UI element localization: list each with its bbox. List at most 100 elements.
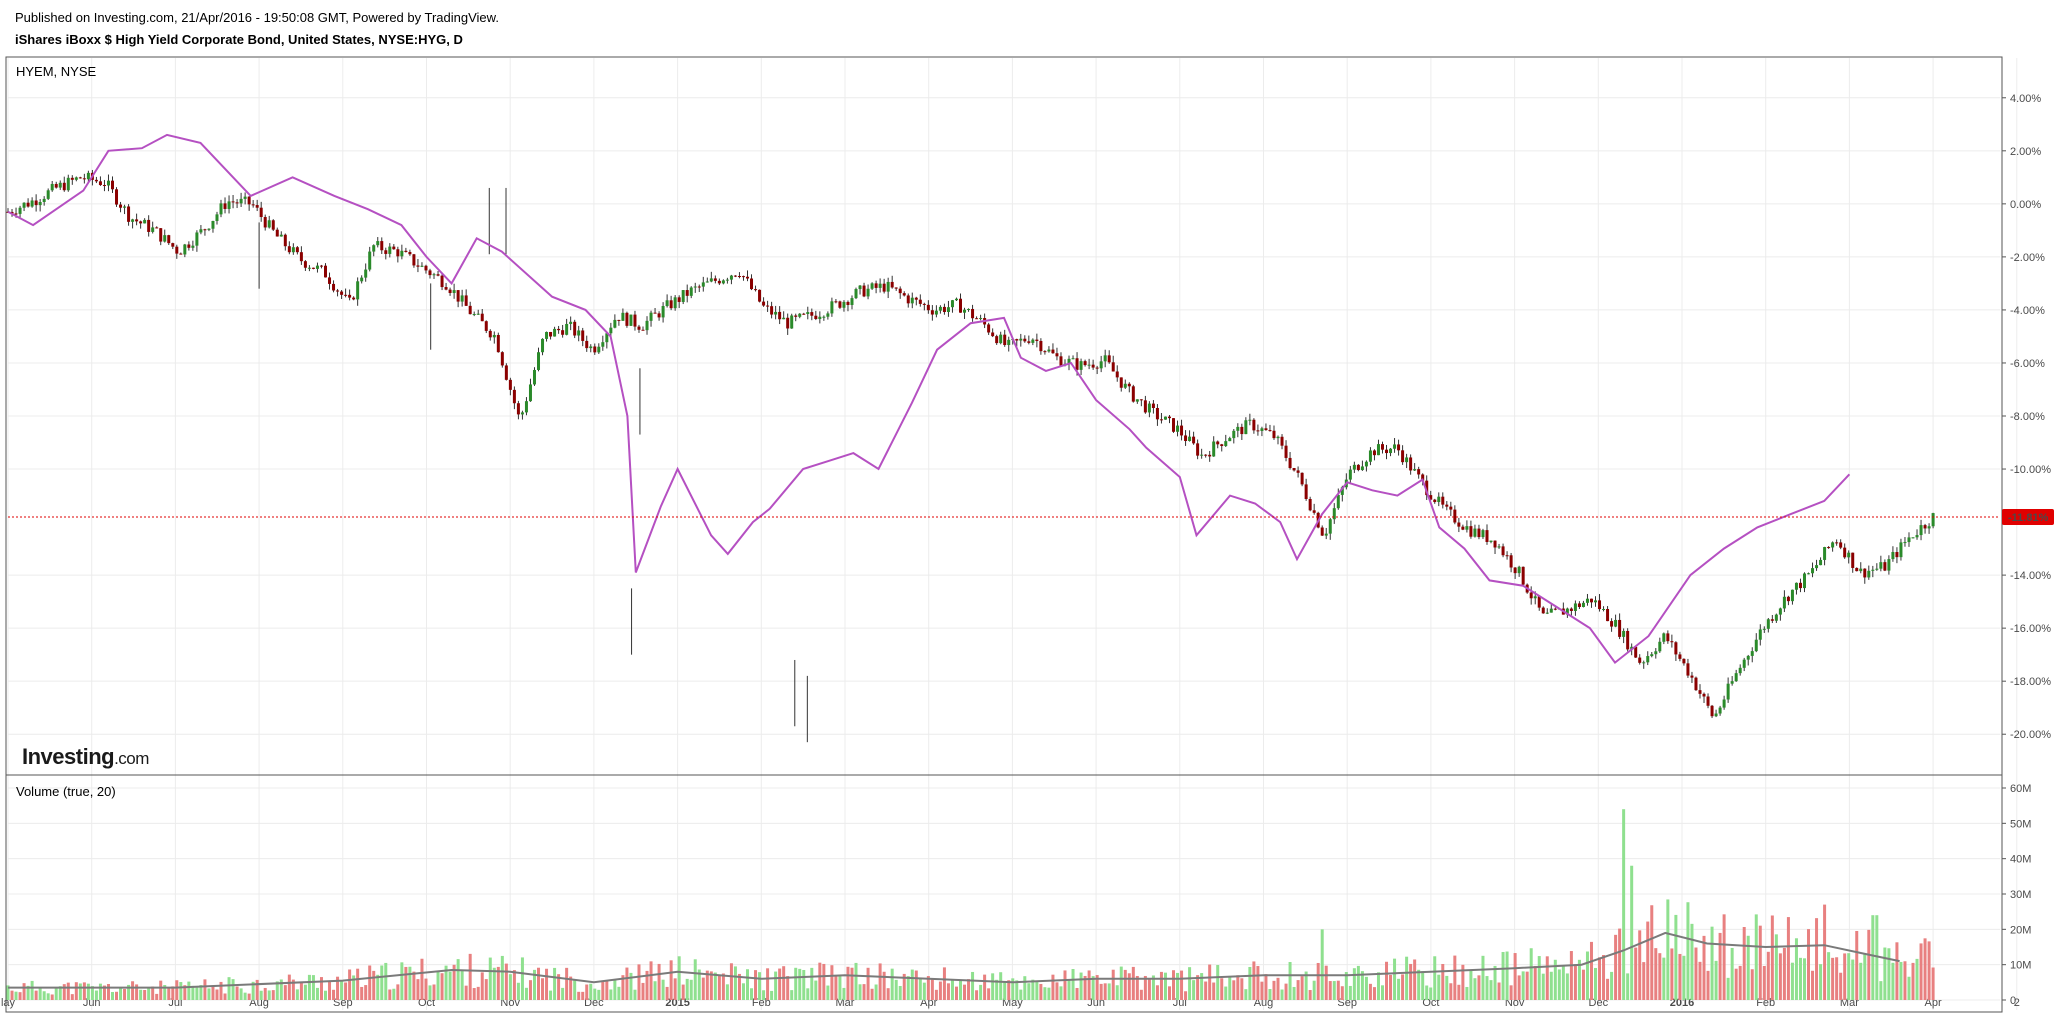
volume-bar bbox=[1075, 987, 1079, 1000]
volume-bar bbox=[942, 967, 946, 1000]
candle-body bbox=[950, 300, 954, 308]
candle-body bbox=[991, 332, 995, 337]
volume-bar bbox=[1288, 962, 1292, 1000]
candle-body bbox=[38, 201, 42, 206]
volume-bar bbox=[693, 959, 697, 1000]
candle-body bbox=[1031, 339, 1035, 343]
candle-body bbox=[1919, 525, 1923, 536]
candle-body bbox=[1618, 619, 1622, 637]
candle-body bbox=[541, 338, 545, 353]
volume-bar bbox=[1887, 948, 1891, 1000]
candle-body bbox=[1794, 582, 1798, 590]
volume-bar bbox=[1778, 953, 1782, 1000]
volume-bar bbox=[1417, 969, 1421, 1000]
volume-bar bbox=[1931, 967, 1935, 1000]
volume-bar bbox=[1413, 959, 1417, 1000]
volume-bar bbox=[1087, 970, 1091, 1000]
candle-body bbox=[34, 200, 38, 206]
candle-body bbox=[1545, 612, 1549, 614]
volume-bar bbox=[1545, 956, 1549, 1000]
candle-body bbox=[934, 310, 938, 315]
volume-bar bbox=[432, 984, 436, 1000]
volume-bar bbox=[1630, 865, 1634, 1000]
volume-bar bbox=[1421, 971, 1425, 1000]
candle-body bbox=[171, 243, 175, 247]
candle-body bbox=[388, 246, 392, 254]
candle-body bbox=[1553, 608, 1557, 610]
volume-bar bbox=[94, 990, 98, 1000]
volume-bar bbox=[1244, 989, 1248, 1000]
volume-bar bbox=[1807, 929, 1811, 1000]
candle-body bbox=[629, 314, 633, 326]
candle-body bbox=[324, 265, 328, 278]
volume-bar bbox=[569, 976, 573, 1000]
candle-body bbox=[1606, 608, 1610, 622]
candle-body bbox=[834, 301, 838, 303]
volume-bar bbox=[115, 991, 119, 1000]
candle-body bbox=[1746, 655, 1750, 660]
candle-body bbox=[878, 283, 882, 288]
volume-bar bbox=[1831, 957, 1835, 1000]
volume-bar bbox=[1718, 932, 1722, 1000]
volume-bar bbox=[625, 967, 629, 1000]
volume-bar bbox=[496, 966, 500, 1000]
volume-bar bbox=[102, 985, 106, 1000]
volume-bar bbox=[802, 969, 806, 1000]
volume-bar bbox=[814, 980, 818, 1000]
volume-bar bbox=[348, 969, 352, 1000]
volume-bar bbox=[822, 963, 826, 1000]
candle-body bbox=[1324, 533, 1328, 536]
price-tick-label: 4.00% bbox=[2010, 93, 2041, 105]
volume-bar bbox=[661, 979, 665, 1000]
volume-bar bbox=[259, 990, 263, 1000]
volume-bar bbox=[1228, 976, 1232, 1000]
volume-bar bbox=[1642, 962, 1646, 1000]
volume-bar bbox=[1513, 953, 1517, 1000]
volume-bar bbox=[1557, 969, 1561, 1000]
volume-bar bbox=[890, 968, 894, 1000]
volume-bar bbox=[1059, 986, 1063, 1000]
volume-bar bbox=[1063, 970, 1067, 1000]
candle-body bbox=[802, 313, 806, 315]
candle-body bbox=[1811, 568, 1815, 574]
time-tick-label: 2 bbox=[2014, 997, 2020, 1009]
candle-body bbox=[1111, 362, 1115, 372]
volume-bar bbox=[758, 972, 762, 1000]
candle-body bbox=[1075, 358, 1079, 370]
candle-body bbox=[1610, 621, 1614, 627]
volume-bar bbox=[66, 982, 70, 1000]
volume-bar bbox=[1493, 965, 1497, 1000]
volume-bar bbox=[476, 986, 480, 1000]
volume-bar bbox=[396, 984, 400, 1000]
candle-body bbox=[131, 219, 135, 222]
candle-body bbox=[1332, 508, 1336, 520]
volume-bar bbox=[1529, 948, 1533, 1000]
candle-body bbox=[30, 200, 34, 207]
volume-bar bbox=[657, 963, 661, 1000]
candle-body bbox=[428, 270, 432, 276]
volume-bar bbox=[436, 971, 440, 1000]
volume-bar bbox=[838, 974, 842, 1000]
volume-bar bbox=[806, 988, 810, 1000]
candle-body bbox=[235, 202, 239, 204]
candle-body bbox=[380, 241, 384, 251]
volume-bar bbox=[886, 988, 890, 1000]
candle-body bbox=[561, 330, 565, 335]
volume-bar bbox=[528, 980, 532, 1000]
volume-bar bbox=[376, 974, 380, 1000]
volume-bar bbox=[303, 984, 307, 1000]
volume-bar bbox=[456, 959, 460, 1000]
volume-bar bbox=[1055, 982, 1059, 1000]
volume-bar bbox=[1284, 983, 1288, 1000]
volume-bar bbox=[918, 978, 922, 1000]
candle-body bbox=[1634, 646, 1638, 658]
candle-body bbox=[1224, 441, 1228, 447]
candle-body bbox=[424, 265, 428, 271]
volume-bar bbox=[995, 979, 999, 1000]
hyem-candles bbox=[6, 169, 1935, 743]
candle-body bbox=[886, 281, 890, 292]
volume-bar bbox=[609, 989, 613, 1000]
candle-body bbox=[1433, 499, 1437, 503]
volume-bar bbox=[167, 988, 171, 1000]
